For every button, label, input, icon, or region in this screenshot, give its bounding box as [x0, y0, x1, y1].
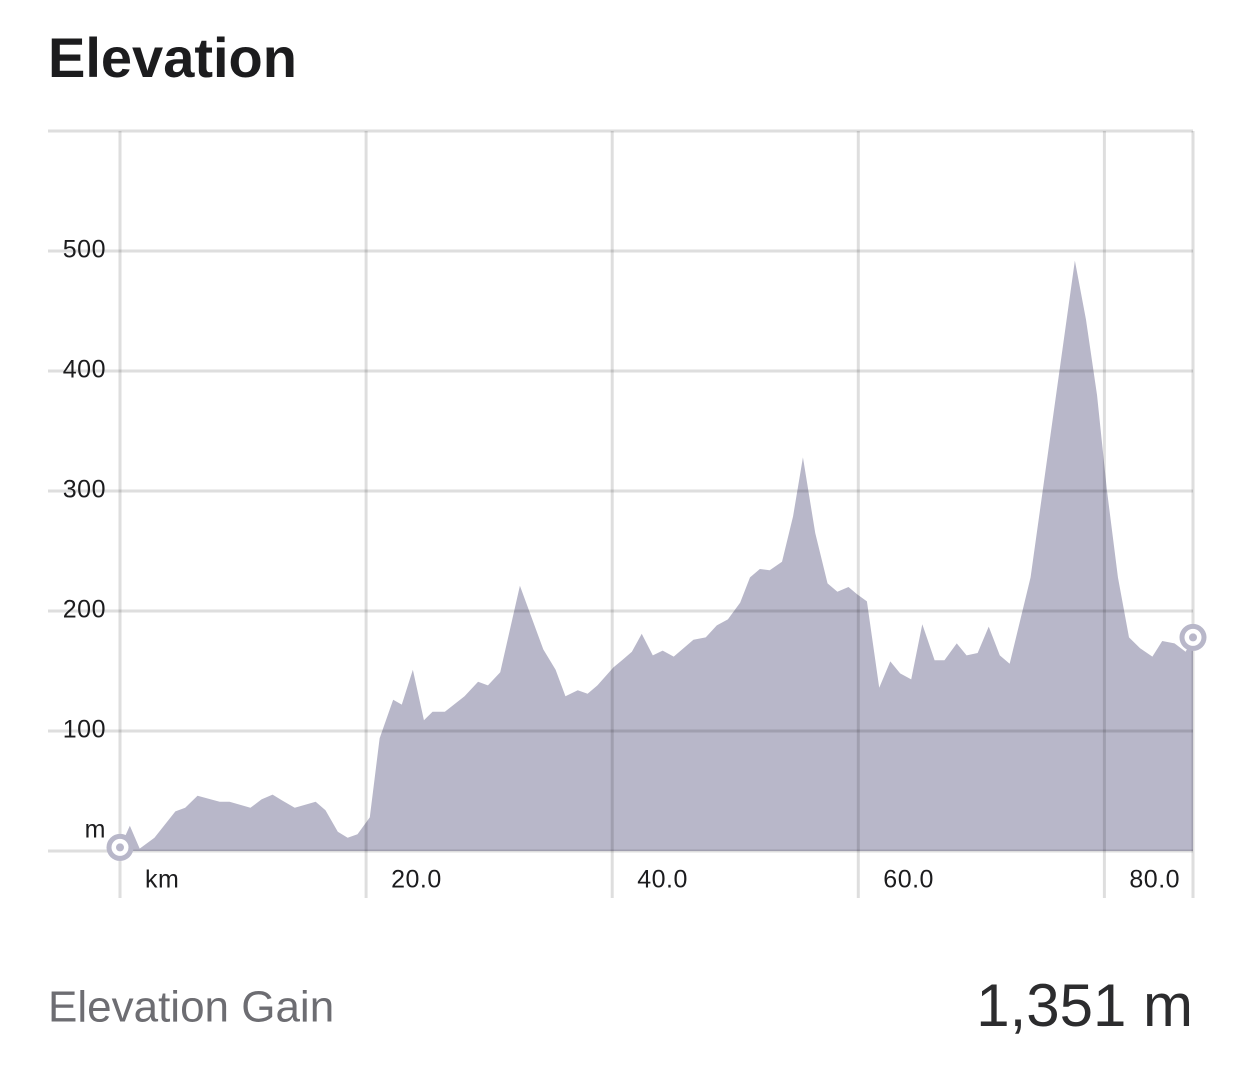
- x-tick-label: 60.0: [883, 866, 934, 894]
- elevation-area: [120, 260, 1193, 852]
- y-tick-label: 400: [63, 356, 106, 384]
- endpoint-marker-dot: [1189, 633, 1197, 642]
- x-tick-label: 80.0: [1129, 866, 1180, 894]
- x-tick-label: 20.0: [391, 866, 442, 894]
- endpoint-marker-dot: [116, 843, 124, 852]
- chart-title: Elevation: [48, 26, 297, 89]
- y-tick-label: 100: [63, 716, 106, 744]
- y-tick-label: 500: [63, 236, 106, 264]
- summary-label: Elevation Gain: [48, 983, 334, 1032]
- summary-value: 1,351 m: [976, 972, 1193, 1039]
- y-tick-label: 200: [63, 596, 106, 624]
- y-tick-label: m: [85, 816, 106, 844]
- y-tick-label: 300: [63, 476, 106, 504]
- x-tick-label: 40.0: [637, 866, 688, 894]
- x-tick-label: km: [145, 866, 179, 894]
